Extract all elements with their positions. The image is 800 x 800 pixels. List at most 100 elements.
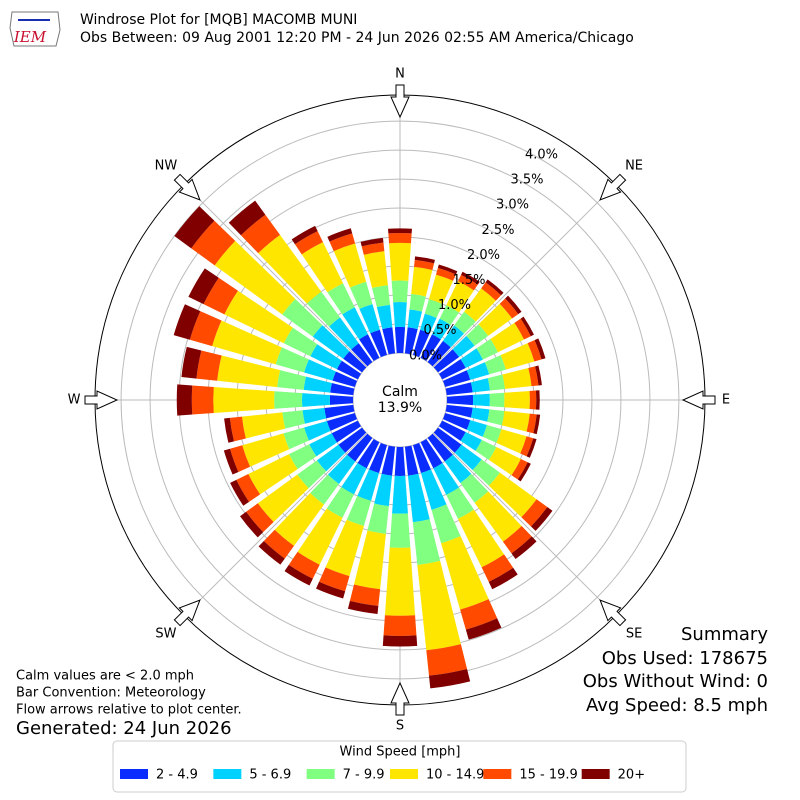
wind-bar-segment (389, 242, 411, 281)
compass-arrow (390, 681, 410, 716)
wind-bar-segment (346, 495, 372, 526)
wind-bar-segment (464, 288, 496, 322)
compass-arrow (599, 599, 627, 627)
wind-bar-segment (490, 322, 525, 353)
wind-bar-segment (203, 277, 238, 315)
wind-bar-segment (446, 487, 474, 519)
wind-bar-segment (472, 393, 490, 407)
wind-bar-segment (420, 438, 443, 469)
spoke (183, 183, 368, 368)
wind-bar-segment (282, 410, 305, 429)
wind-bar-segment (414, 256, 435, 264)
calm-label: Calm (382, 384, 418, 400)
wind-bar-segment (438, 359, 466, 380)
wind-bar-segment (446, 281, 474, 313)
wind-bar-segment (326, 487, 354, 518)
wind-bar-segment (438, 420, 466, 441)
r-tick-label: 3.0% (496, 198, 529, 213)
legend-swatch (483, 769, 512, 779)
wind-bar-segment (470, 407, 490, 422)
wind-bar-segment (382, 327, 396, 355)
r-tick-label: 0.0% (409, 348, 442, 363)
wind-bar-segment (517, 462, 531, 482)
wind-bar-segment (312, 325, 350, 359)
wind-bar-segment (257, 474, 309, 523)
wind-bar-segment (223, 448, 239, 475)
wind-bar-segment (329, 233, 356, 252)
compass-label: N (395, 67, 405, 82)
wind-bar-segment (442, 325, 465, 348)
wind-bar-segment (332, 371, 358, 388)
wind-bar-segment (213, 386, 275, 414)
wind-bar-segment (439, 305, 460, 325)
r-tick-label: 0.5% (423, 323, 456, 338)
wind-bar-segment (420, 313, 437, 334)
wind-bar-segment (420, 334, 441, 362)
wind-bar-segment (530, 507, 553, 531)
wind-bar-segment (361, 242, 385, 255)
wind-bar-segment (442, 412, 471, 430)
wind-bar-segment (327, 454, 356, 484)
wind-bar-segment (301, 242, 344, 293)
compass-label: S (396, 719, 404, 734)
wind-bar-segment (189, 311, 222, 347)
wind-bar-segment (310, 474, 339, 505)
wind-bar-segment (511, 458, 528, 480)
wind-bar-segment (427, 433, 453, 462)
wind-bar-segment (407, 309, 423, 330)
wind-bar-segment (367, 503, 389, 534)
wind-bar-segment (284, 564, 313, 586)
wind-bar-segment (414, 259, 435, 271)
compass-label: NW (155, 158, 178, 173)
logo-text: IEM (13, 28, 47, 46)
wind-bar-segment (188, 268, 219, 305)
r-tick-label: 2.5% (481, 223, 514, 238)
wind-bar-segment (454, 311, 476, 334)
wind-bar-segment (511, 536, 537, 560)
wind-bar-segment (316, 444, 346, 472)
wind-bar-segment (236, 473, 261, 502)
plot-area: 0.0% 0.5% 1.0% 1.5% 2.0% 2.5% 3.0% 3.5% 4.0% N NE E… (68, 67, 731, 734)
logo-outline (9, 11, 61, 47)
wind-bar-segment (381, 445, 396, 476)
wind-bar-segment (460, 473, 489, 503)
chart-subtitle: Obs Between: 09 Aug 2001 12:20 PM - 24 J… (80, 30, 634, 46)
wind-bar-segment (412, 519, 441, 565)
wind-bar-segment (411, 266, 433, 297)
wind-bar-segment (173, 304, 201, 340)
wind-bar-segment (196, 350, 222, 381)
wind-bar-segment (394, 326, 406, 354)
wind-bar-segment (283, 427, 309, 450)
calm-value: 13.9% (378, 400, 422, 416)
wind-bar-segment (283, 327, 318, 357)
legend-label: 15 - 19.9 (519, 768, 577, 783)
wind-bar-segment (388, 232, 412, 244)
wind-bar-segment (488, 472, 537, 518)
wind-bar-segment (433, 462, 460, 495)
wind-bar-segment (505, 295, 522, 315)
wind-bar-segment (224, 290, 293, 344)
legend-label: 2 - 4.9 (156, 768, 198, 783)
wind-bar-segment (472, 459, 500, 486)
legend-label: 20+ (618, 768, 645, 783)
compass-arrow-shape (681, 390, 716, 410)
wind-bar-segment (432, 318, 451, 340)
wind-bar-segment (534, 338, 546, 360)
wind-bar-segment (246, 503, 274, 533)
wind-bar-segment (488, 447, 521, 476)
legend-label: 7 - 9.9 (343, 768, 385, 783)
wind-bar-segment (424, 299, 443, 318)
wind-bar-segment (393, 301, 407, 328)
summary-line: Summary (681, 624, 768, 645)
wind-bar-segment (465, 618, 502, 640)
wind-bar-segment (363, 251, 388, 289)
wind-bar-segment (349, 584, 381, 606)
wind-bar-segment (460, 348, 483, 368)
spoke (432, 432, 617, 617)
wind-bar-segment (527, 340, 542, 362)
wind-bar-segment (521, 499, 548, 527)
summary-line: Avg Speed: 8.5 mph (586, 695, 768, 716)
wind-bar-segment (388, 228, 412, 234)
wind-bar-segment (301, 393, 330, 407)
